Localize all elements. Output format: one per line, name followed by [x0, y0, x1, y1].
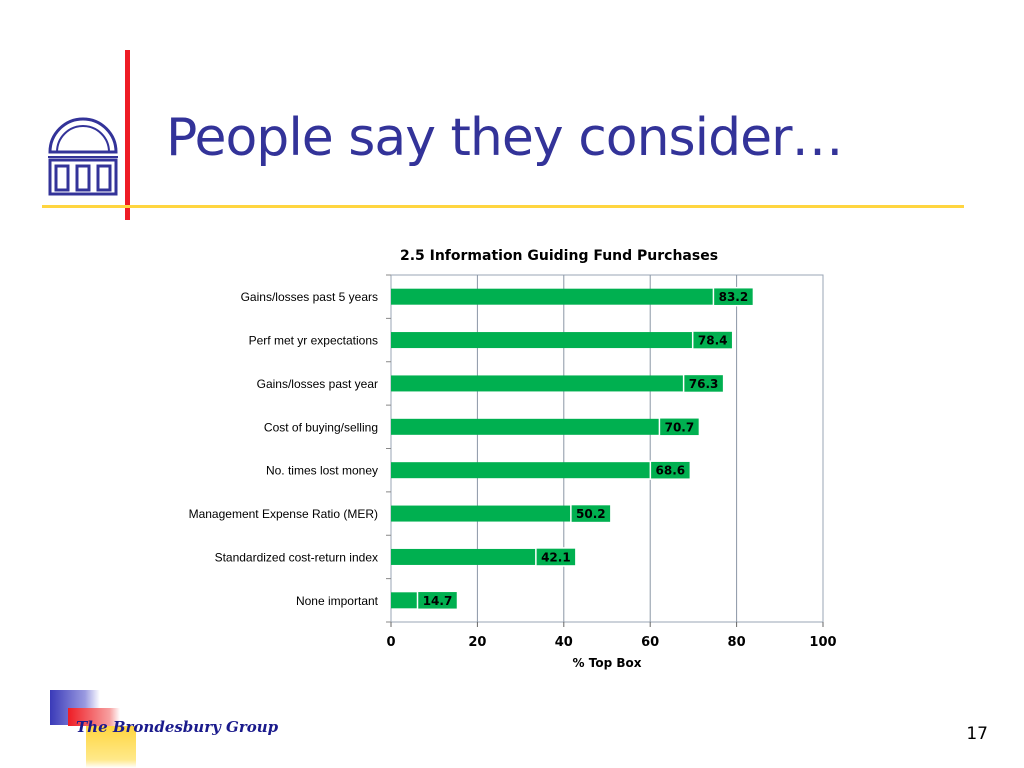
bar: [391, 505, 608, 522]
x-tick-label: 0: [386, 635, 395, 650]
data-label-box: [691, 330, 734, 350]
data-label-box: [712, 286, 755, 307]
data-label: 68.6: [656, 464, 686, 478]
bar: [391, 375, 721, 392]
red-accent-bar: [125, 50, 130, 220]
data-label: 76.3: [689, 377, 719, 391]
data-label: 14.7: [423, 594, 453, 608]
data-label: 78.4: [698, 334, 728, 348]
x-tick-label: 20: [468, 635, 486, 650]
data-label-box: [658, 417, 701, 437]
bar: [391, 288, 751, 305]
bar: [391, 548, 573, 565]
page-number: 17: [966, 724, 988, 744]
bar: [391, 418, 697, 435]
x-tick-label: 80: [728, 635, 746, 650]
footer-decoration: [50, 690, 140, 768]
data-label-box: [570, 503, 612, 524]
plot-area: [390, 274, 824, 623]
gold-divider-line: [42, 205, 964, 208]
bar: [391, 332, 730, 349]
category-label: Standardized cost-return index: [215, 550, 378, 564]
category-label: Management Expense Ratio (MER): [189, 507, 378, 521]
data-label-box: [416, 590, 459, 611]
category-label: Gains/losses past year: [257, 377, 378, 391]
slide-title: People say they consider…: [166, 108, 843, 168]
data-label: 70.7: [665, 420, 695, 434]
bar: [391, 462, 688, 479]
x-tick-label: 100: [809, 635, 836, 650]
data-label: 83.2: [719, 290, 749, 304]
brondesbury-logo-icon: [48, 117, 118, 196]
x-tick-label: 40: [555, 635, 573, 650]
category-label: Perf met yr expectations: [249, 334, 378, 348]
data-label-box: [682, 373, 725, 394]
data-label: 42.1: [541, 550, 571, 564]
x-tick-label: 60: [641, 635, 659, 650]
category-label: None important: [296, 594, 379, 608]
data-label-box: [535, 547, 577, 567]
chart-title: 2.5 Information Guiding Fund Purchases: [399, 248, 719, 264]
data-label: 50.2: [576, 507, 606, 521]
category-label: No. times lost money: [266, 464, 378, 478]
data-label-box: [649, 460, 692, 480]
category-label: Cost of buying/selling: [264, 420, 378, 434]
brand-name: The Brondesbury Group: [76, 718, 279, 736]
x-axis-label: % Top Box: [573, 656, 642, 670]
category-label: Gains/losses past 5 years: [241, 290, 378, 304]
